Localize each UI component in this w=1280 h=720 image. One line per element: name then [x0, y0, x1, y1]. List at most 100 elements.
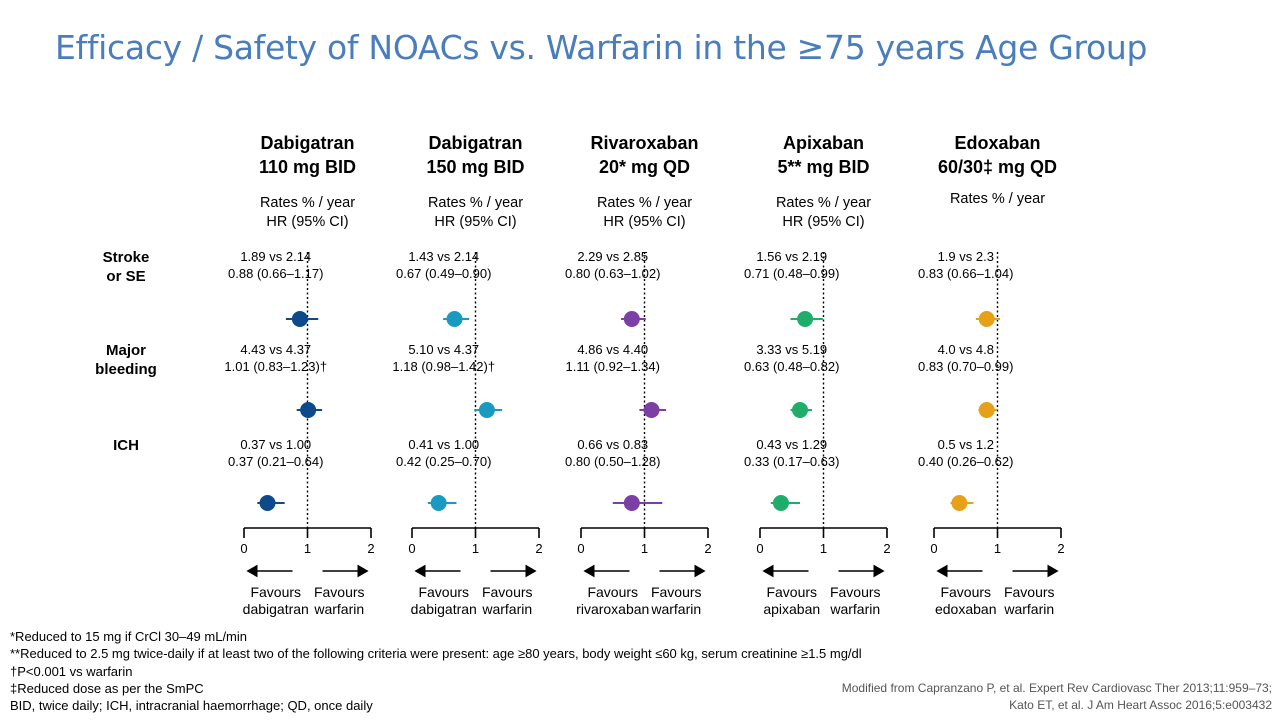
favours-right-label: warfarin [829, 601, 880, 617]
rates-label: Rates % / year [428, 195, 523, 211]
hr-value: 1.18 (0.98–1.42)† [392, 359, 495, 374]
hr-value: 0.83 (0.66–1.04) [918, 266, 1013, 281]
favours-left-label: edoxaban [935, 601, 997, 617]
favours-left-label: dabigatran [243, 601, 309, 617]
drug-dose: 150 mg BID [426, 157, 524, 177]
drug-name: Dabigatran [428, 133, 522, 153]
x-tick-label: 1 [472, 541, 479, 556]
footnote: BID, twice daily; ICH, intracranial haem… [10, 698, 373, 714]
favours-right-label: Favours [830, 584, 881, 600]
hr-point [623, 311, 640, 327]
hr-point [259, 495, 276, 511]
hr-value: 0.67 (0.49–0.90) [396, 266, 491, 281]
favours-left-label: Favours [250, 584, 301, 600]
x-tick-label: 0 [408, 541, 415, 556]
hr-point [772, 495, 789, 511]
rates-label: Rates % / year [950, 191, 1045, 207]
x-tick-label: 0 [240, 541, 247, 556]
drug-name: Rivaroxaban [590, 133, 698, 153]
drug-name: Apixaban [783, 133, 864, 153]
favours-right-label: warfarin [481, 601, 532, 617]
hr-value: 1.01 (0.83–1.23)† [224, 359, 327, 374]
hr-point [446, 311, 463, 327]
row-label: bleeding [95, 361, 157, 378]
favours-right-label: Favours [651, 584, 702, 600]
rates-value: 1.43 vs 2.14 [408, 249, 479, 264]
source-citation: Modified from Capranzano P, et al. Exper… [842, 680, 1272, 714]
hr-point [978, 402, 995, 418]
favours-left-label: rivaroxaban [576, 601, 649, 617]
hr-value: 1.11 (0.92–1.34) [566, 359, 660, 374]
row-label: or SE [106, 268, 145, 285]
hr-point [951, 495, 968, 511]
rates-value: 2.29 vs 2.85 [577, 249, 648, 264]
hr-value: 0.80 (0.50–1.28) [565, 454, 660, 469]
hr-point [797, 311, 814, 327]
hr-value: 0.37 (0.21–0.64) [228, 454, 323, 469]
rates-value: 4.0 vs 4.8 [938, 342, 994, 357]
citation-line: Modified from Capranzano P, et al. Exper… [841, 681, 1272, 695]
favours-left-label: Favours [940, 584, 991, 600]
hr-value: 0.63 (0.48–0.82) [744, 359, 839, 374]
rates-value: 1.89 vs 2.14 [240, 249, 311, 264]
drug-name: Dabigatran [260, 133, 354, 153]
rates-value: 0.66 vs 0.83 [577, 437, 648, 452]
drug-dose: 5** mg BID [777, 157, 869, 177]
x-tick-label: 2 [1057, 541, 1064, 556]
hr-point [478, 402, 495, 418]
rates-value: 4.86 vs 4.40 [577, 342, 648, 357]
x-tick-label: 1 [994, 541, 1001, 556]
hr-label: HR (95% CI) [603, 214, 685, 230]
footnote: ‡Reduced dose as per the SmPC [10, 680, 204, 696]
hr-point [430, 495, 447, 511]
footnote: †P<0.001 vs warfarin [10, 663, 133, 679]
rates-label: Rates % / year [776, 195, 871, 211]
rates-value: 5.10 vs 4.37 [408, 342, 479, 357]
rates-value: 0.37 vs 1.00 [240, 437, 311, 452]
x-tick-label: 1 [304, 541, 311, 556]
rates-value: 0.43 vs 1.29 [756, 437, 827, 452]
hr-value: 0.80 (0.63–1.02) [565, 266, 660, 281]
hr-point [978, 311, 995, 327]
footnote: *Reduced to 15 mg if CrCl 30–49 mL/min [10, 629, 248, 644]
x-tick-label: 2 [535, 541, 542, 556]
hr-point [643, 402, 660, 418]
rates-value: 0.5 vs 1.2 [938, 437, 994, 452]
x-tick-label: 0 [756, 541, 763, 556]
x-tick-label: 0 [577, 541, 584, 556]
hr-value: 0.71 (0.48–0.99) [744, 266, 839, 281]
hr-label: HR (95% CI) [782, 214, 864, 230]
x-tick-label: 1 [641, 541, 648, 556]
hr-value: 0.42 (0.25–0.70) [396, 454, 491, 469]
favours-right-label: warfarin [313, 601, 364, 617]
hr-value: 0.83 (0.70–0.99) [918, 359, 1013, 374]
footnote: **Reduced to 2.5 mg twice-daily if at le… [10, 646, 862, 662]
favours-right-label: Favours [1004, 584, 1055, 600]
drug-name: Edoxaban [954, 133, 1040, 153]
favours-right-label: Favours [482, 584, 533, 600]
drug-dose: 20* mg QD [599, 157, 690, 177]
hr-point [300, 402, 317, 418]
hr-point [291, 311, 308, 327]
hr-value: 0.88 (0.66–1.17) [228, 266, 323, 281]
rates-label: Rates % / year [597, 195, 692, 211]
favours-left-label: apixaban [763, 601, 820, 617]
rates-value: 4.43 vs 4.37 [240, 342, 311, 357]
rates-label: Rates % / year [260, 195, 355, 211]
x-tick-label: 1 [820, 541, 827, 556]
favours-left-label: Favours [587, 584, 638, 600]
rates-value: 3.33 vs 5.19 [756, 342, 827, 357]
favours-left-label: dabigatran [411, 601, 477, 617]
hr-value: 0.40 (0.26–0.62) [918, 454, 1013, 469]
favours-left-label: Favours [418, 584, 469, 600]
drug-dose: 60/30‡ mg QD [938, 157, 1057, 177]
favours-right-label: warfarin [650, 601, 701, 617]
row-label: Stroke [103, 249, 150, 266]
hr-point [623, 495, 640, 511]
footnotes: *Reduced to 15 mg if CrCl 30–49 mL/min *… [10, 628, 862, 714]
drug-dose: 110 mg BID [259, 157, 356, 177]
citation-line: Kato ET, et al. J Am Heart Assoc 2016;5:… [1009, 698, 1272, 712]
hr-label: HR (95% CI) [434, 214, 516, 230]
rates-value: 0.41 vs 1.00 [408, 437, 479, 452]
